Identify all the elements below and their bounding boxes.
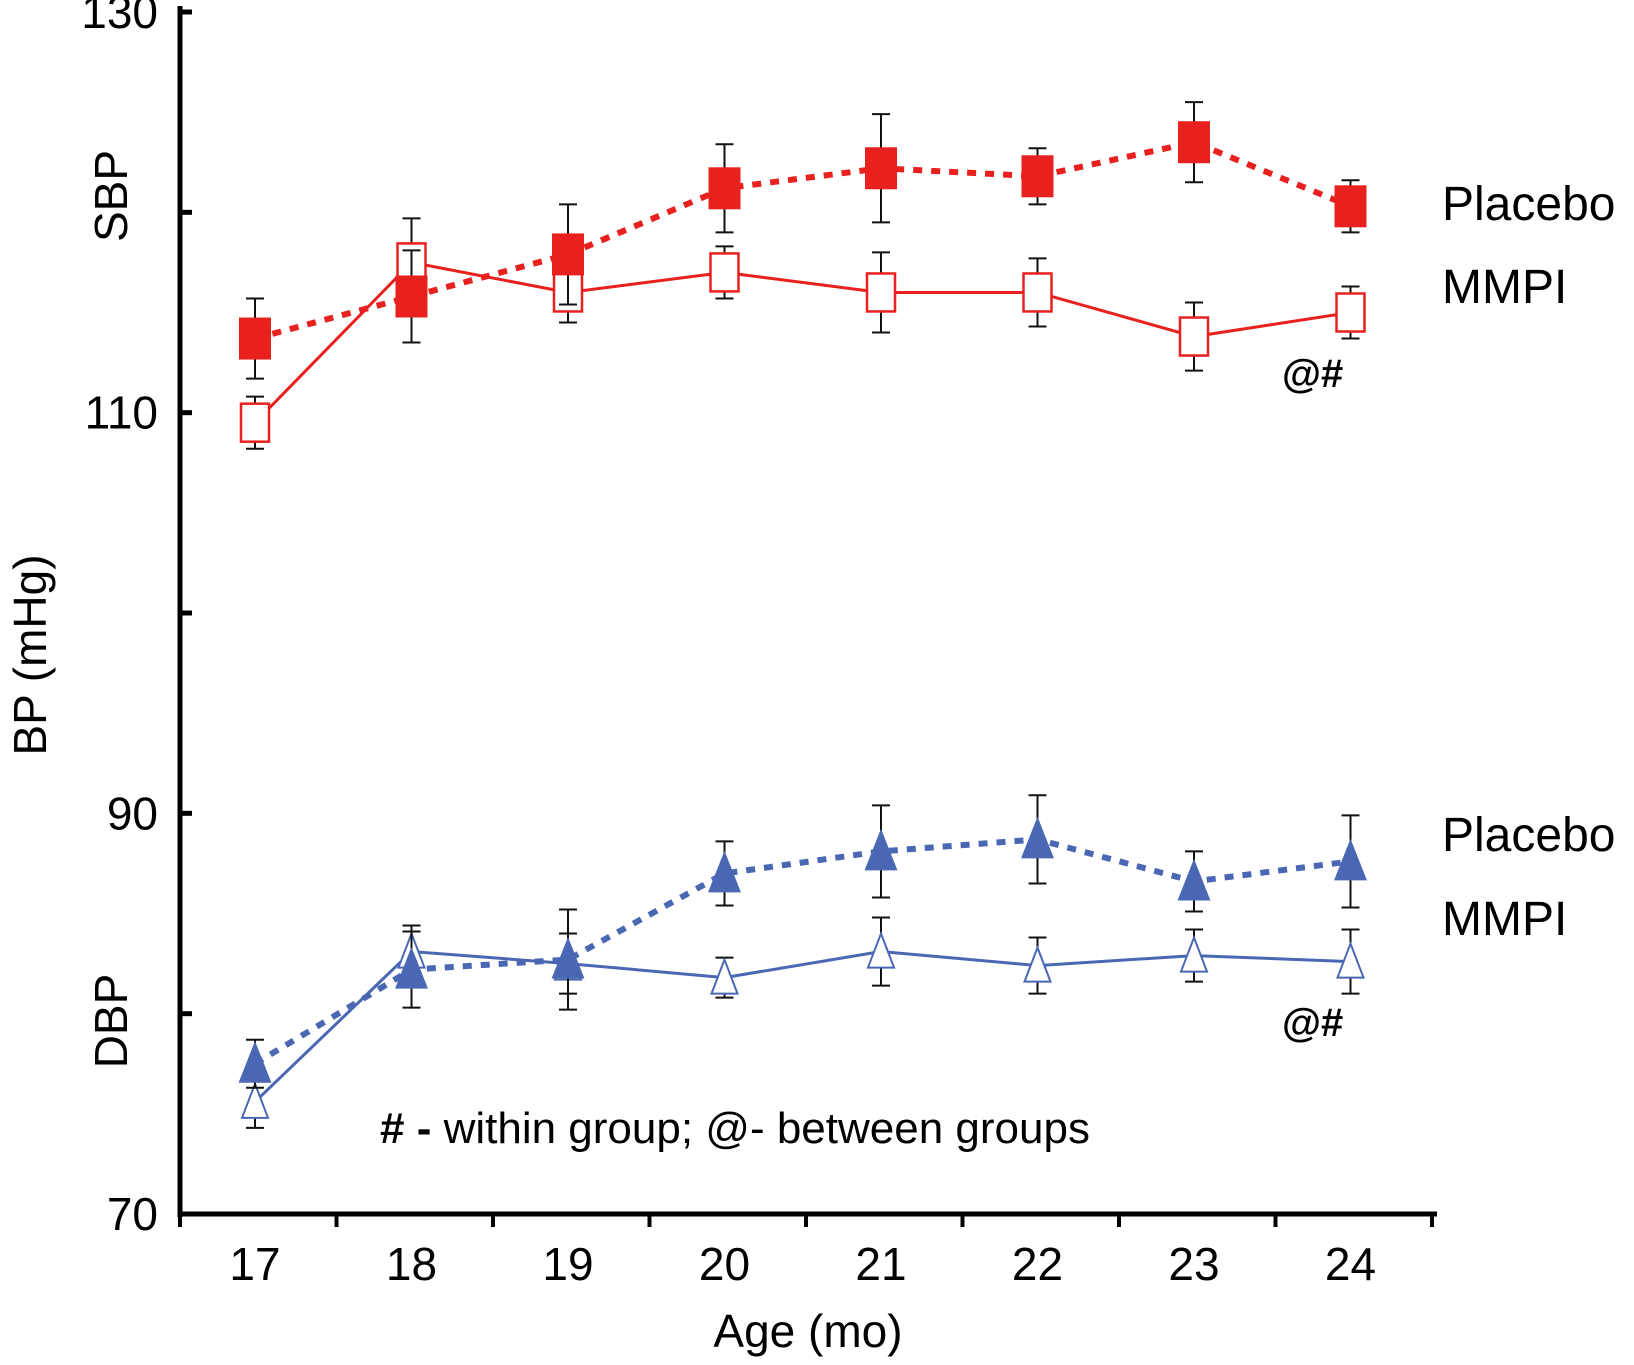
x-tick-label: 18 [386,1238,437,1290]
series-line [254,139,1352,342]
dbp-significance-annotation: @# [1282,1001,1343,1045]
note-text: within group; @- between groups [431,1104,1090,1153]
data-point [866,930,896,969]
data-point [395,275,428,318]
data-point [1335,292,1366,333]
x-tick-label: 20 [699,1238,750,1290]
series-sbp-placebo [239,101,1367,380]
data-point [1179,934,1209,973]
data-point [708,850,741,893]
y-tick-label: 130 [81,0,158,38]
x-tick-label: 21 [855,1238,906,1290]
data-point [395,946,428,989]
y-tick-label: 70 [107,1188,158,1240]
data-point [865,272,897,313]
series-line [253,836,1351,1067]
y-axis-label: BP (mHg) [4,554,56,755]
data-point [864,828,898,871]
data-point [1336,940,1365,979]
data-point [1023,944,1052,983]
dbp-group-label: DBP [85,974,137,1069]
data-point [1021,816,1054,859]
sbp-significance-annotation: @# [1282,352,1343,396]
data-point [1178,316,1210,357]
data-point [239,317,271,360]
series-line [253,260,1351,424]
data-point [1177,858,1211,901]
significance-note: # - within group; @- between groups [380,1104,1090,1153]
axes [177,6,1437,1217]
legend-dbp-mmpi: MMPI [1442,893,1567,946]
y-axis-ticks: 130 110 90 70 [81,0,192,1240]
data-point [710,956,739,995]
x-tick-label: 22 [1012,1238,1063,1290]
legend-sbp-mmpi: MMPI [1442,261,1567,314]
data-point [1178,121,1210,164]
x-tick-label: 17 [229,1238,280,1290]
x-axis-ticks: 17 18 19 20 21 22 23 24 [178,1214,1434,1290]
series-line [253,950,1351,1103]
series-dbp-mmpi [240,916,1365,1129]
x-tick-label: 24 [1325,1238,1376,1290]
plot-area [238,101,1367,1129]
legend-dbp-placebo: Placebo [1442,809,1615,862]
data-point [240,1081,270,1119]
data-point [1334,838,1367,881]
data-point [1022,272,1053,313]
x-axis-label: Age (mo) [713,1305,902,1357]
data-point [239,402,271,443]
data-point [1021,155,1054,198]
data-point [709,252,740,293]
x-tick-label: 23 [1168,1238,1219,1290]
series-dbp-placebo [238,794,1367,1089]
sbp-group-label: SBP [85,150,137,242]
data-point [551,936,585,979]
legend-sbp-placebo: Placebo [1442,178,1615,231]
data-point [238,1041,272,1083]
data-point [552,233,584,276]
data-point [1334,185,1367,228]
data-point [708,167,741,210]
data-point [865,147,897,190]
y-tick-label: 90 [107,787,158,839]
y-tick-label: 110 [85,387,158,439]
x-tick-label: 19 [542,1238,593,1290]
series-sbp-mmpi [239,217,1366,450]
note-bold: # - [380,1104,431,1153]
